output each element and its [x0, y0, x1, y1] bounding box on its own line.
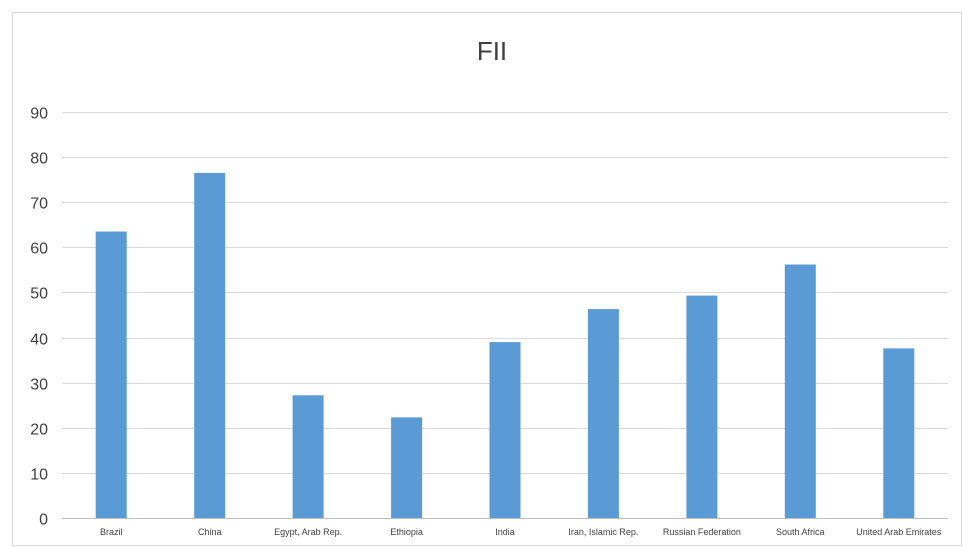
bar: [587, 309, 619, 518]
bars: [95, 172, 915, 518]
y-tick-label: 70: [30, 196, 48, 213]
y-tick-label: 80: [30, 151, 48, 168]
y-axis-ticks: 0 10 20 30 40 50 60 70 80 90: [30, 106, 48, 529]
bar: [883, 348, 915, 518]
x-tick-label: China: [198, 527, 222, 537]
x-axis-ticks: Brazil China Egypt, Arab Rep. Ethiopia India…: [100, 527, 942, 537]
x-tick-label: India: [495, 527, 515, 537]
y-tick-label: 20: [30, 422, 48, 439]
x-tick-label: Iran, Islamic Rep.: [568, 527, 638, 537]
bar: [194, 172, 226, 518]
x-tick-label: Russian Federation: [663, 527, 741, 537]
x-tick-label: South Africa: [776, 527, 825, 537]
bar: [686, 295, 718, 518]
y-tick-label: 40: [30, 332, 48, 349]
y-tick-label: 90: [30, 106, 48, 123]
chart-title: FII: [477, 36, 507, 66]
y-tick-label: 30: [30, 377, 48, 394]
bar: [784, 264, 816, 518]
x-tick-label: Brazil: [100, 527, 123, 537]
bar: [391, 417, 423, 518]
bar: [292, 395, 324, 518]
bar: [489, 342, 521, 518]
y-tick-label: 0: [39, 512, 48, 529]
x-tick-label: Egypt, Arab Rep.: [274, 527, 342, 537]
chart-frame: [12, 12, 962, 546]
y-tick-label: 60: [30, 241, 48, 258]
y-tick-label: 50: [30, 286, 48, 303]
x-tick-label: United Arab Emirates: [856, 527, 942, 537]
x-tick-label: Ethiopia: [390, 527, 423, 537]
bar: [95, 231, 127, 518]
y-tick-label: 10: [30, 467, 48, 484]
